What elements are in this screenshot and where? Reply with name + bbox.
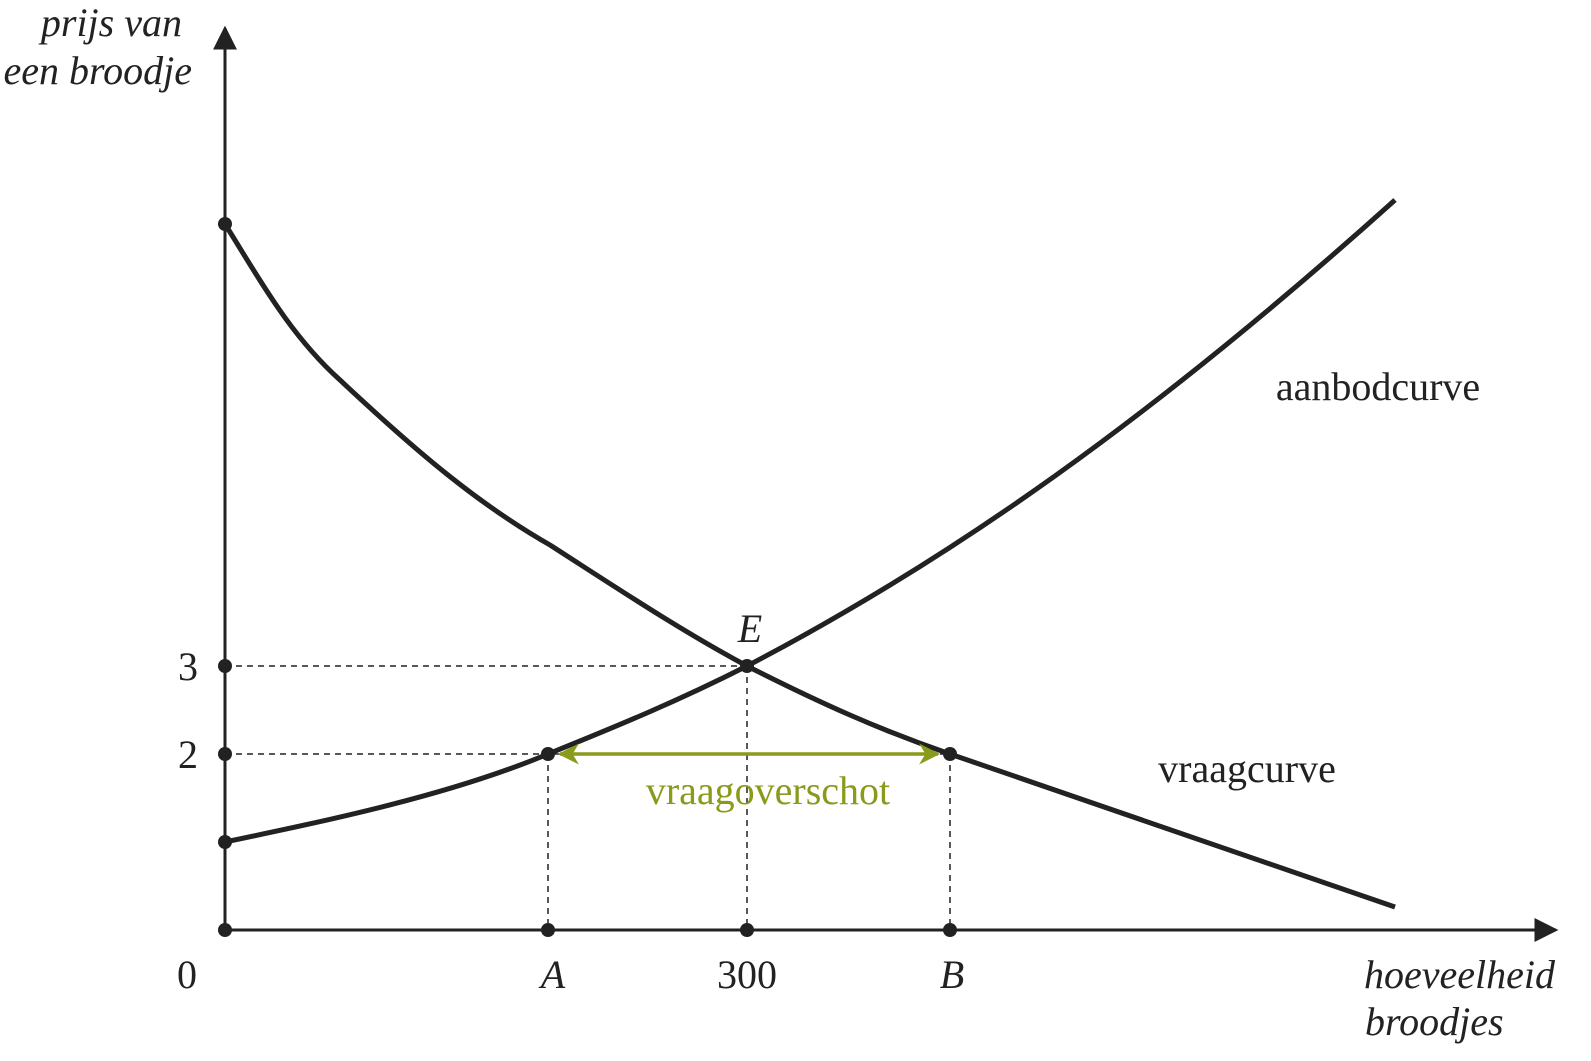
y-tick-label: 2 (178, 732, 198, 777)
x-tick-label: 300 (717, 952, 777, 997)
annotation: vraagoverschot (646, 768, 890, 813)
x-tick-label: B (940, 952, 964, 997)
point-label: E (737, 606, 762, 651)
guide-lines (225, 665, 951, 930)
supply-curve (224, 198, 1397, 845)
x-axis-label: broodjes (1365, 999, 1504, 1044)
y-axis-label: prijs van (38, 0, 182, 45)
origin-label: 0 (177, 952, 197, 997)
x-tick-label: A (538, 952, 566, 997)
curve-label: vraagcurve (1158, 746, 1336, 791)
y-tick-label: 3 (178, 644, 198, 689)
demand-curve (222, 222, 1396, 910)
points (218, 217, 957, 937)
curve-label: aanbodcurve (1276, 364, 1480, 409)
y-axis-label: een broodje (4, 48, 192, 93)
x-axis-label: hoeveelheid (1364, 952, 1556, 997)
